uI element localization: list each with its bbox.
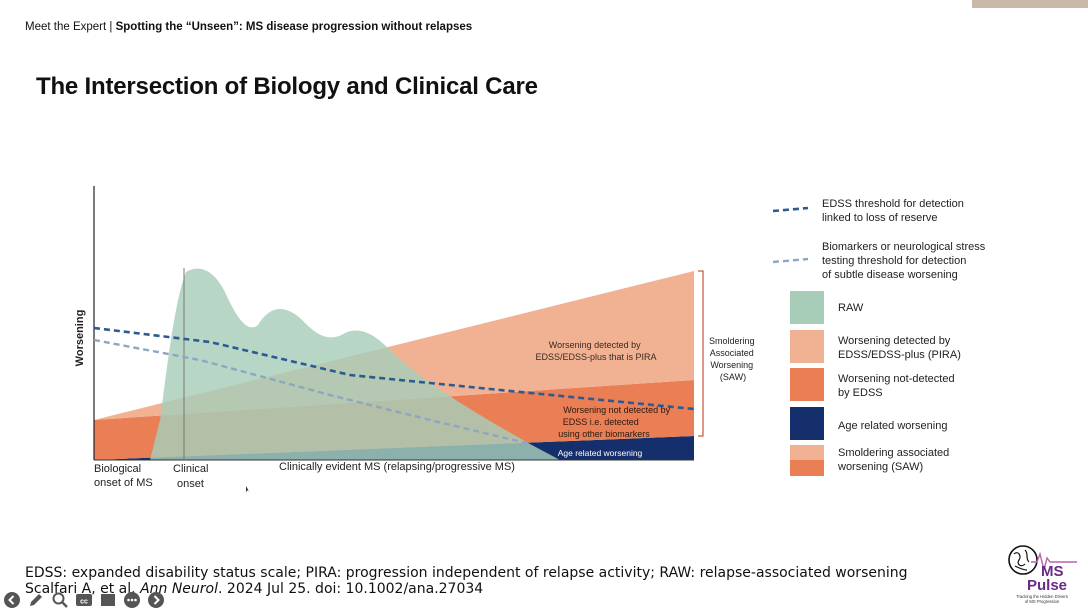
mouse-cursor <box>246 486 250 493</box>
logo-name-top: MS <box>1041 563 1064 580</box>
legend-not-detected-label: Worsening not-detected by EDSS <box>838 373 958 399</box>
edss-threshold-line <box>93 326 695 411</box>
forward-button[interactable] <box>146 590 166 610</box>
slide-title: The Intersection of Biology and Clinical… <box>36 73 538 100</box>
logo-name-bottom: Pulse <box>1027 577 1067 594</box>
saw-bracket-label: Smoldering Associated Worsening (SAW) <box>709 336 757 382</box>
citation-details: . 2024 Jul 25. doi: 10.1002/ana.27034 <box>218 581 484 597</box>
legend-edss-swatch <box>772 206 809 213</box>
slide-header: Meet the Expert | Spotting the “Unseen”:… <box>25 21 472 33</box>
chart-legend: EDSS threshold for detection linked to l… <box>772 198 988 476</box>
legend-biomarker-swatch <box>772 257 809 264</box>
legend-age-swatch <box>790 407 824 440</box>
back-button[interactable] <box>2 590 22 610</box>
brain-folds-icon <box>1013 549 1030 571</box>
citation-authors: Scalfari A, et al. <box>25 581 136 597</box>
captions-icon: cc <box>76 594 92 606</box>
pulse-line-icon <box>1031 551 1077 571</box>
legend-pira-label: Worsening detected by EDSS/EDSS-plus (PI… <box>838 335 961 361</box>
pira-region-label: Worsening detected by EDSS/EDSS-plus tha… <box>535 340 656 362</box>
clinical-onset-label: Clinical onset <box>173 463 212 490</box>
zoom-button[interactable] <box>50 590 70 610</box>
pen-button[interactable] <box>26 590 46 610</box>
legend-age-label: Age related worsening <box>838 420 947 432</box>
legend-raw-swatch <box>790 291 824 324</box>
screen-icon <box>101 594 115 606</box>
legend-saw-label: Smoldering associated worsening (SAW) <box>837 447 952 473</box>
screen-button[interactable] <box>98 590 118 610</box>
ms-pulse-logo: MS Pulse Tracking the Hidden Drivers of … <box>1008 545 1077 604</box>
header-separator: | <box>109 21 113 33</box>
series-name: Meet the Expert <box>25 21 107 33</box>
biomarker-threshold-line <box>93 338 531 446</box>
clinically-evident-label: Clinically evident MS (relapsing/progres… <box>279 461 515 473</box>
captions-button[interactable]: cc <box>74 590 94 610</box>
not-detected-region-label: Worsening not detected by EDSS i.e. dete… <box>558 405 672 439</box>
presentation-controls: cc <box>2 590 166 610</box>
legend-pira-swatch <box>790 330 824 363</box>
legend-raw-label: RAW <box>838 302 864 314</box>
legend-saw-swatch-bottom <box>790 460 824 476</box>
more-button[interactable] <box>122 590 142 610</box>
raw-area <box>150 268 560 460</box>
age-region-label: Age related worsening <box>558 448 643 458</box>
legend-saw-swatch-top <box>790 445 824 460</box>
forward-icon <box>148 592 164 608</box>
biological-onset-label: Biological onset of MS <box>94 463 153 489</box>
legend-biomarker-label: Biomarkers or neurological stress testin… <box>822 241 988 281</box>
svg-text:cc: cc <box>80 599 88 606</box>
abbreviations-footnote: EDSS: expanded disability status scale; … <box>25 565 908 581</box>
saw-bracket <box>698 270 704 437</box>
logo-tagline-2: of MS Progression <box>1025 599 1060 604</box>
back-icon <box>4 592 20 608</box>
logo-tagline-1: Tracking the Hidden Drivers <box>1016 594 1068 599</box>
webcam-thumbnail <box>972 0 1088 8</box>
legend-edss-label: EDSS threshold for detection linked to l… <box>822 198 967 224</box>
more-icon <box>124 592 140 608</box>
pen-icon <box>30 594 42 606</box>
zoom-icon <box>52 592 68 608</box>
session-title: Spotting the “Unseen”: MS disease progre… <box>115 21 473 33</box>
y-axis-label: Worsening <box>74 310 86 367</box>
legend-not-detected-swatch <box>790 368 824 401</box>
